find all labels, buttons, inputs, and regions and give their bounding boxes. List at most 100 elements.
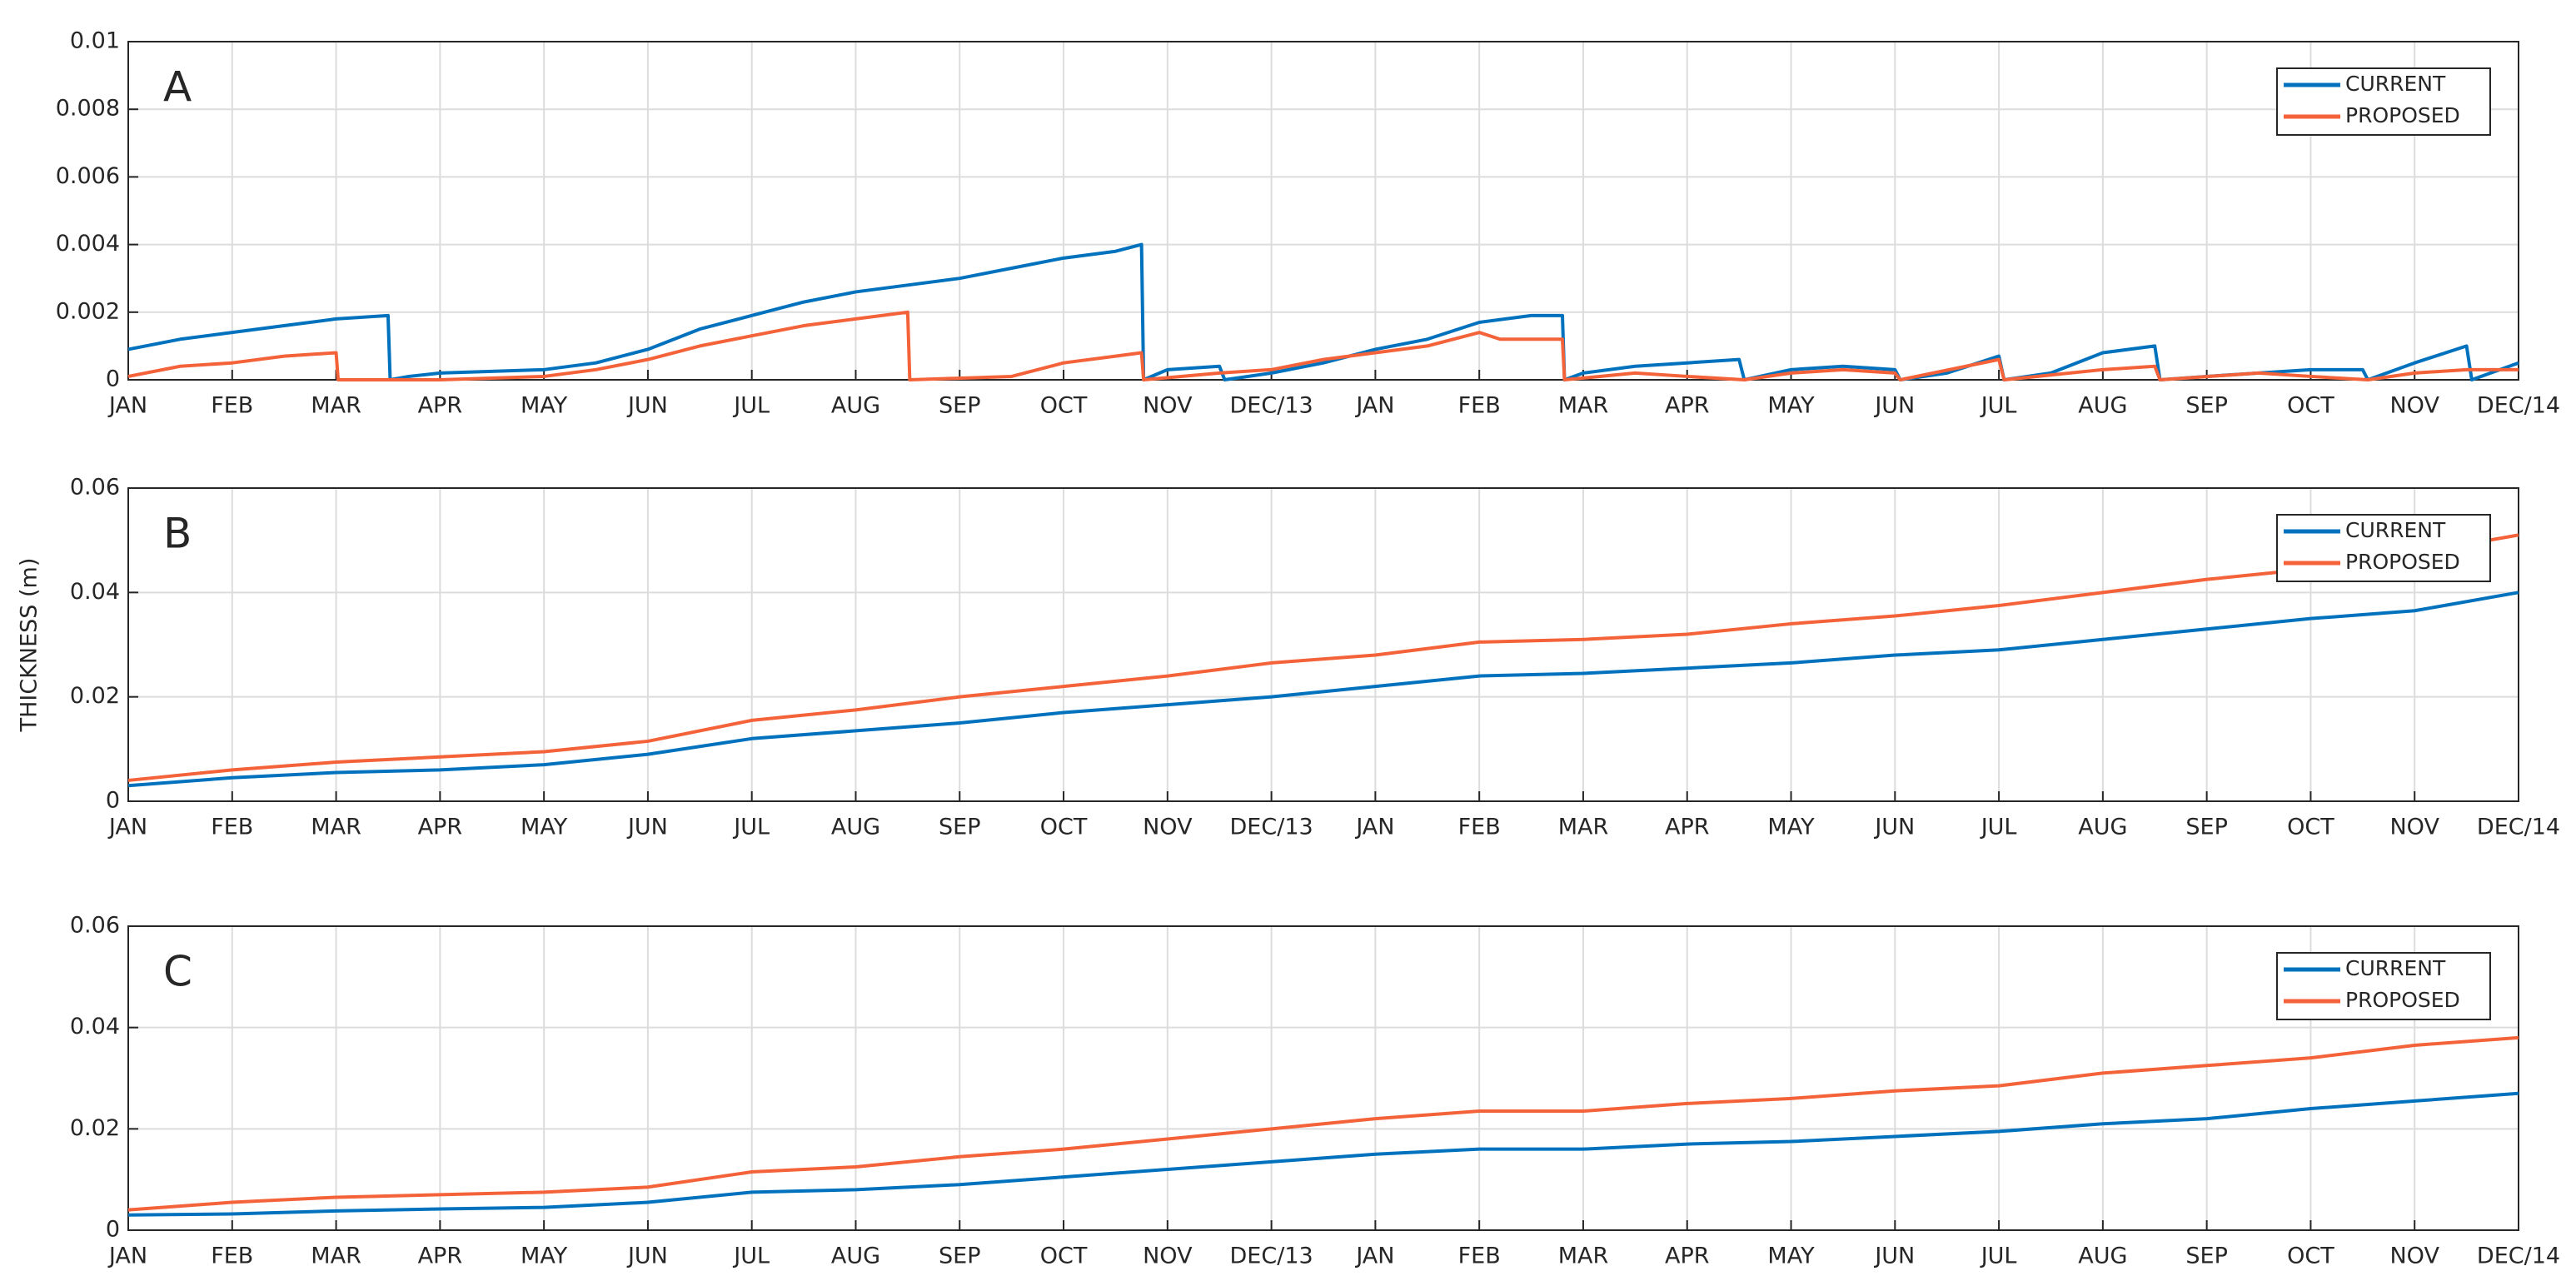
y-tick-label: 0 [106, 1217, 120, 1243]
x-tick-label: JUN [1873, 815, 1915, 840]
legend-label: PROPOSED [2345, 988, 2460, 1012]
axes-box [127, 487, 2519, 802]
x-tick-label: JUL [732, 1244, 770, 1269]
panel-label: B [163, 510, 192, 558]
panel: JAN FEB MAR APR MAY JUN JUL AUG SEP OCT NOV DEC/13 J… [56, 28, 2560, 419]
plot-area [128, 488, 2519, 801]
y-tick-label: 0 [106, 366, 120, 392]
series-line [127, 1091, 2519, 1217]
x-tick-label: OCT [2287, 393, 2334, 419]
x-tick-label: MAR [311, 815, 361, 840]
y-axis-label: THICKNESS (m) [17, 558, 42, 733]
x-tick-label: DEC/14 [2477, 815, 2560, 840]
series-line [127, 242, 2519, 381]
x-tick-label: JUL [732, 393, 770, 419]
legend-label: CURRENT [2345, 72, 2446, 96]
x-tick-label: MAY [1767, 815, 1815, 840]
x-tick-label: JUL [732, 815, 770, 840]
y-tick-label: 0 [106, 788, 120, 814]
legend-label: CURRENT [2345, 956, 2446, 980]
x-tick-label: MAY [521, 815, 568, 840]
x-tick-label: SEP [939, 393, 980, 419]
x-tick-label: JAN [1354, 1244, 1394, 1269]
x-tick-label: NOV [1143, 815, 1193, 840]
y-tick-label: 0.06 [70, 913, 120, 939]
x-tick-label: MAY [521, 1244, 568, 1269]
y-tick-label: 0.004 [56, 231, 120, 257]
x-tick-label: JAN [1354, 815, 1394, 840]
x-tick-label: JUN [1873, 1244, 1915, 1269]
x-tick-label: AUG [2078, 393, 2127, 419]
x-tick-label: JUL [1980, 393, 2017, 419]
x-tick-label: SEP [939, 1244, 980, 1269]
x-tick-label: FEB [211, 1244, 253, 1269]
x-tick-label: JAN [107, 393, 147, 419]
x-tick-label: DEC/13 [1230, 1244, 1313, 1269]
x-tick-label: JUN [626, 393, 668, 419]
x-tick-label: SEP [2185, 1244, 2227, 1269]
x-tick-label: JUN [626, 1244, 668, 1269]
y-tick-label: 0.008 [56, 96, 120, 122]
y-tick-label: 0.02 [70, 1115, 120, 1141]
x-tick-label: APR [1665, 815, 1710, 840]
x-tick-label: OCT [2287, 815, 2334, 840]
x-tick-label: JAN [107, 815, 147, 840]
x-tick-label: AUG [831, 1244, 880, 1269]
y-tick-label: 0.06 [70, 475, 120, 501]
x-tick-label: DEC/13 [1230, 393, 1313, 419]
plot-area [128, 42, 2519, 380]
x-tick-label: JUN [626, 815, 668, 840]
x-tick-label: MAY [521, 393, 568, 419]
y-tick-label: 0.01 [70, 28, 120, 54]
x-tick-label: MAR [1558, 1244, 1609, 1269]
x-tick-label: NOV [2389, 815, 2439, 840]
x-tick-label: NOV [2389, 393, 2439, 419]
x-tick-label: SEP [2185, 393, 2227, 419]
x-tick-label: AUG [831, 815, 880, 840]
x-tick-label: MAY [1767, 393, 1815, 419]
series-line [127, 310, 2519, 381]
x-tick-label: OCT [1040, 393, 1088, 419]
x-tick-label: NOV [1143, 1244, 1193, 1269]
x-tick-label: AUG [2078, 815, 2127, 840]
x-tick-label: SEP [939, 815, 980, 840]
legend-label: PROPOSED [2345, 103, 2460, 127]
axes-box [127, 925, 2519, 1231]
x-tick-label: SEP [2185, 815, 2227, 840]
x-tick-label: AUG [831, 393, 880, 419]
series-line [127, 533, 2519, 782]
x-tick-label: MAR [1558, 815, 1609, 840]
x-tick-label: APR [418, 393, 463, 419]
legend-box [2276, 514, 2491, 582]
x-tick-label: MAR [1558, 393, 1609, 419]
panel: JAN FEB MAR APR MAY JUN JUL AUG SEP OCT NOV DEC/13 J… [17, 475, 2561, 840]
x-tick-label: AUG [2078, 1244, 2127, 1269]
series-line [127, 591, 2519, 788]
legend-box [2276, 952, 2491, 1020]
plot-area [128, 926, 2519, 1230]
x-tick-label: APR [1665, 393, 1710, 419]
x-tick-label: OCT [1040, 1244, 1088, 1269]
y-tick-label: 0.002 [56, 298, 120, 324]
x-tick-label: DEC/14 [2477, 1244, 2560, 1269]
x-tick-label: NOV [2389, 1244, 2439, 1269]
x-tick-label: JUL [1980, 1244, 2017, 1269]
x-tick-label: MAR [311, 1244, 361, 1269]
x-tick-label: FEB [211, 815, 253, 840]
x-tick-label: FEB [211, 393, 253, 419]
panel: JAN FEB MAR APR MAY JUN JUL AUG SEP OCT NOV DEC/13 J… [70, 913, 2560, 1269]
x-tick-label: MAY [1767, 1244, 1815, 1269]
x-tick-label: JAN [1354, 393, 1394, 419]
panel-label: A [163, 63, 192, 112]
x-tick-label: JUL [1980, 815, 2017, 840]
legend-label: CURRENT [2345, 518, 2446, 542]
legend-box [2276, 67, 2491, 136]
y-tick-label: 0.04 [70, 579, 120, 605]
y-tick-label: 0.006 [56, 163, 120, 189]
y-tick-label: 0.02 [70, 683, 120, 709]
series-line [127, 1035, 2519, 1212]
x-tick-label: DEC/13 [1230, 815, 1313, 840]
x-tick-label: APR [1665, 1244, 1710, 1269]
x-tick-label: OCT [1040, 815, 1088, 840]
